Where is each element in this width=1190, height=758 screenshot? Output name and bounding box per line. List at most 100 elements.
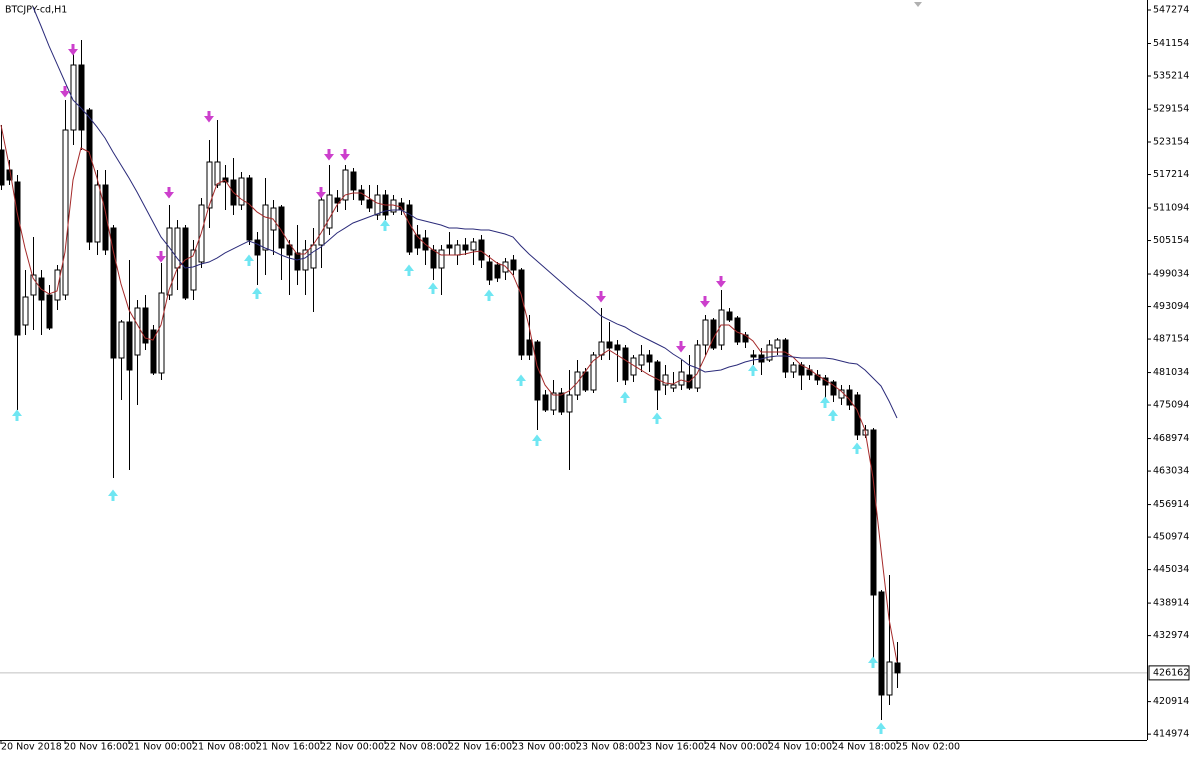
candle-body — [550, 392, 557, 411]
candle-body — [582, 371, 589, 391]
sell-arrow — [596, 290, 606, 303]
y-tick-label: 432974 — [1153, 630, 1189, 641]
y-tick-label: 499034 — [1153, 269, 1189, 280]
buy-arrow — [380, 219, 390, 232]
sell-arrow — [340, 149, 350, 161]
candle-body — [286, 244, 293, 256]
candle-body — [262, 204, 269, 251]
candle-body — [118, 321, 125, 359]
y-tick-label: 456914 — [1153, 499, 1189, 510]
price-label: 426162 — [1153, 667, 1189, 678]
candle-body — [94, 184, 101, 243]
candle-body — [574, 371, 581, 396]
buy-arrow — [108, 489, 118, 502]
candle-body — [558, 392, 565, 413]
candle-body — [734, 317, 741, 343]
x-tick-label: 20 Nov 16:00 — [64, 742, 128, 753]
candle-body — [150, 329, 157, 374]
candle-body — [430, 249, 437, 269]
candle-body — [142, 307, 149, 344]
sell-arrow — [156, 250, 166, 263]
candle-body — [294, 252, 301, 271]
candle-body — [870, 429, 877, 596]
y-tick-label: 529154 — [1153, 104, 1189, 115]
candle-body — [534, 341, 541, 401]
x-tick-label: 23 Nov 08:00 — [576, 742, 640, 753]
candle-body — [366, 199, 373, 209]
buy-arrow — [484, 289, 494, 302]
sell-arrow — [700, 295, 710, 308]
y-tick-label: 487154 — [1153, 334, 1189, 345]
candle-body — [790, 364, 797, 373]
candle-body — [158, 292, 165, 374]
candle-body — [22, 296, 29, 326]
candle-body — [542, 394, 549, 411]
sell-arrow — [716, 275, 726, 288]
candle-body — [454, 244, 461, 256]
candle-body — [830, 381, 837, 396]
sell-arrow — [164, 186, 174, 199]
buy-arrow — [852, 442, 862, 454]
candle-body — [710, 319, 717, 349]
x-tick-label: 25 Nov 02:00 — [896, 742, 960, 753]
buy-arrow — [428, 282, 438, 295]
candle-body — [70, 64, 77, 131]
candle-body — [310, 244, 317, 269]
candle-body — [62, 129, 69, 296]
y-tick-label: 547274 — [1153, 4, 1189, 15]
candle-body — [342, 169, 349, 201]
y-tick-label: 481034 — [1153, 367, 1189, 378]
candle-body — [566, 394, 573, 413]
y-tick-label: 468974 — [1153, 433, 1189, 444]
buy-arrow — [820, 396, 830, 408]
y-tick-label: 420914 — [1153, 696, 1189, 707]
buy-arrow — [404, 264, 414, 277]
candle-body — [622, 347, 629, 381]
price-label-box — [1148, 665, 1190, 681]
x-tick-label: 22 Nov 08:00 — [384, 742, 448, 753]
moving-average-line — [0, 124, 898, 663]
y-tick-label: 505154 — [1153, 235, 1189, 246]
candle-body — [486, 261, 493, 281]
buy-arrow — [828, 409, 838, 421]
buy-arrow — [620, 391, 630, 403]
buy-arrow — [12, 409, 22, 421]
sell-arrow — [676, 341, 686, 353]
x-tick-label: 23 Nov 16:00 — [640, 742, 704, 753]
y-tick-label: 523154 — [1153, 137, 1189, 148]
candle-body — [0, 149, 5, 186]
candle-body — [446, 244, 453, 249]
buy-arrow — [252, 287, 262, 299]
candle-body — [766, 344, 773, 361]
candle-body — [854, 394, 861, 436]
candle-body — [166, 227, 173, 296]
candle-body — [510, 259, 517, 271]
shift-marker — [914, 2, 922, 7]
candle-body — [886, 661, 893, 696]
sell-arrow — [68, 43, 78, 56]
candle-body — [526, 339, 533, 356]
candle-body — [518, 269, 525, 356]
buy-arrow — [868, 656, 878, 669]
candle-body — [462, 244, 469, 251]
x-tick-label: 21 Nov 00:00 — [128, 742, 192, 753]
sell-arrow — [204, 111, 214, 123]
x-tick-label: 24 Nov 18:00 — [832, 742, 896, 753]
candle-body — [662, 374, 669, 386]
candle-body — [702, 319, 709, 346]
x-tick-label: 20 Nov 2018 — [1, 742, 62, 753]
candle-body — [30, 274, 37, 296]
candle-body — [678, 371, 685, 386]
candle-body — [238, 177, 245, 206]
candle-body — [102, 184, 109, 251]
y-tick-label: 541154 — [1153, 38, 1189, 49]
candle-body — [86, 109, 93, 243]
y-tick-label: 463034 — [1153, 466, 1189, 477]
candle-body — [134, 307, 141, 356]
x-tick-label: 22 Nov 16:00 — [448, 742, 512, 753]
candle-body — [126, 321, 133, 371]
candle-body — [414, 234, 421, 249]
candle-body — [318, 199, 325, 246]
candle-body — [726, 311, 733, 321]
